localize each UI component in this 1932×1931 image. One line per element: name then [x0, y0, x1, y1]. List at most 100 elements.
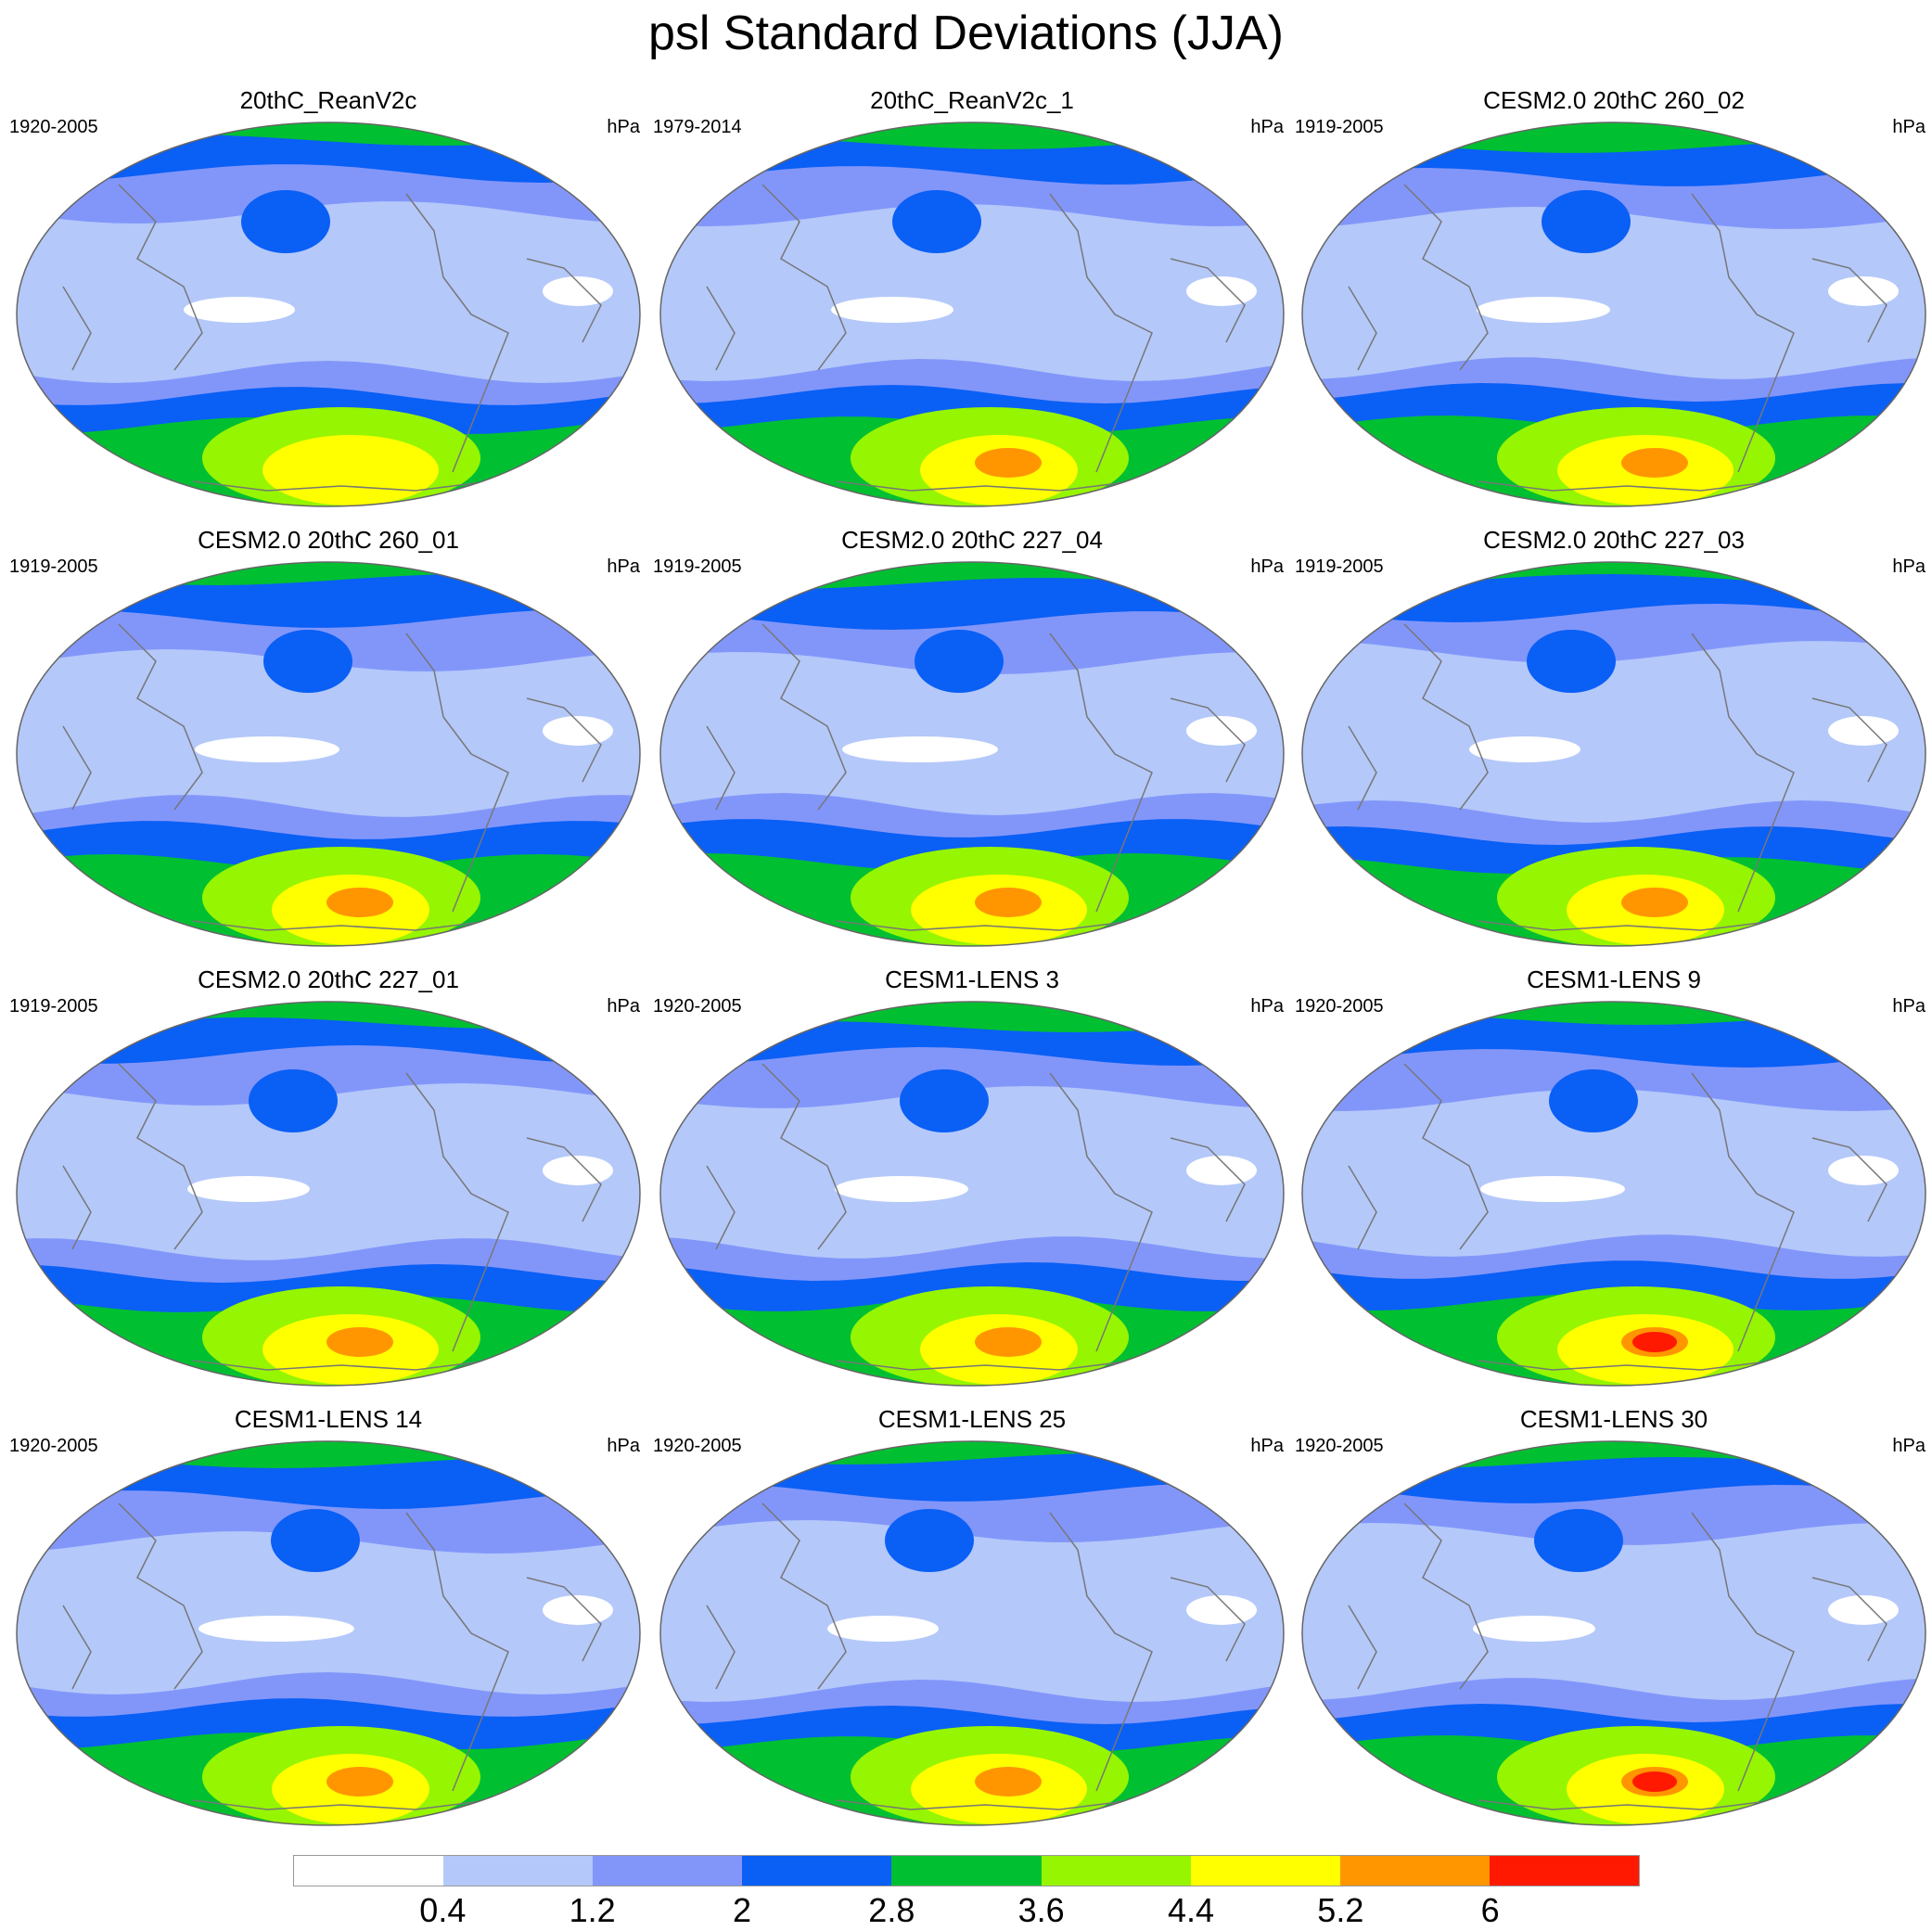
- shaded-field: [17, 562, 640, 946]
- panel-period: 1919-2005: [9, 556, 98, 577]
- field-tropical-min: [1828, 276, 1899, 306]
- panel-period: 1920-2005: [9, 1436, 98, 1456]
- field-tropical-min: [1186, 716, 1257, 746]
- panel-period: 1919-2005: [1295, 556, 1384, 577]
- map-boundary: [659, 121, 1285, 507]
- panel-units: hPa: [1250, 1436, 1284, 1456]
- panel-title: CESM1-LENS 3: [885, 966, 1059, 993]
- map-panel: CESM2.0 20thC 227_03 1919-2005 hPa: [1293, 526, 1932, 962]
- map-plot: [659, 561, 1285, 947]
- panel-units: hPa: [1250, 117, 1284, 137]
- coastline: [1348, 1165, 1377, 1250]
- panel-title: CESM1-LENS 25: [877, 1405, 1067, 1433]
- colorbar-box: [1190, 1856, 1340, 1886]
- panel-title: CESM2.0 20thC 227_01: [198, 966, 459, 993]
- map-panel: CESM1-LENS 30 1920-2005 hPa: [1293, 1405, 1932, 1841]
- coastline: [405, 193, 509, 473]
- map-plot: [16, 561, 641, 947]
- colorbar-box: [891, 1856, 1042, 1886]
- coastline: [526, 1137, 602, 1222]
- colorbar-label: 6: [1480, 1891, 1500, 1929]
- field-tropical-min: [1828, 716, 1899, 746]
- map-boundary: [659, 1001, 1285, 1387]
- panel-units: hPa: [607, 117, 640, 137]
- coastline: [706, 1165, 736, 1250]
- coastline: [1348, 286, 1377, 371]
- field-tropical-min: [827, 1616, 939, 1642]
- field-tropical-min: [1186, 276, 1257, 306]
- coastline: [1811, 258, 1887, 343]
- coastline: [1170, 258, 1246, 343]
- coastline: [1049, 1072, 1153, 1352]
- map-panel: CESM2.0 20thC 260_01 1919-2005 hPa: [7, 526, 649, 962]
- field-tropical-min: [195, 736, 339, 762]
- coastline: [118, 623, 203, 811]
- coastlines: [62, 184, 602, 492]
- map-panel: CESM2.0 20thC 227_04 1919-2005 hPa: [651, 526, 1293, 962]
- panel-period: 1920-2005: [9, 117, 98, 137]
- map-panel: 20thC_ReanV2c 1920-2005 hPa: [7, 86, 649, 522]
- colorbar-box: [593, 1856, 743, 1886]
- coastline: [118, 1063, 203, 1250]
- coastline: [62, 286, 92, 371]
- field-tropical-min: [1473, 1616, 1595, 1642]
- coastline: [405, 1512, 509, 1792]
- map-boundary: [1301, 1440, 1926, 1826]
- coastline: [1049, 1512, 1153, 1792]
- map-plot: [16, 1440, 641, 1826]
- panel-title: CESM1-LENS 9: [1527, 966, 1701, 993]
- coastline: [1403, 1063, 1489, 1250]
- colorbar-label: 5.2: [1317, 1891, 1364, 1929]
- field-band-north-3.6: [1302, 122, 1926, 153]
- panel-period: 1920-2005: [1295, 996, 1384, 1017]
- shaded-field: [660, 1441, 1284, 1825]
- map-plot: [16, 121, 641, 507]
- map-plot: [1301, 1001, 1926, 1387]
- field-north-pacific-max: [1534, 1509, 1623, 1572]
- shaded-field: [17, 1002, 640, 1386]
- colorbar-label: 0.4: [419, 1891, 467, 1929]
- coastline: [1049, 633, 1153, 913]
- map-boundary: [1301, 121, 1926, 507]
- map-panel: 20thC_ReanV2c_1 1979-2014 hPa: [651, 86, 1293, 522]
- coastline: [1811, 1577, 1887, 1662]
- field-south-max-6: [326, 1327, 393, 1357]
- shaded-field: [17, 1441, 640, 1825]
- coastlines: [1348, 623, 1887, 931]
- coastlines: [1348, 1503, 1887, 1810]
- figure-title: psl Standard Deviations (JJA): [648, 6, 1284, 60]
- colorbar-label: 3.6: [1017, 1891, 1065, 1929]
- panel-units: hPa: [1892, 556, 1926, 577]
- colorbar-box: [742, 1856, 892, 1886]
- field-south-max-6: [975, 1767, 1042, 1797]
- panel-title: CESM1-LENS 30: [1519, 1405, 1708, 1433]
- coastline: [1691, 1072, 1795, 1352]
- coastline: [761, 1063, 847, 1250]
- map-boundary: [16, 561, 641, 947]
- coastlines: [706, 1503, 1246, 1810]
- map-plot: [659, 1440, 1285, 1826]
- panel-title: CESM2.0 20thC 260_01: [198, 526, 459, 554]
- colorbar-label: 2: [732, 1891, 752, 1929]
- coastline: [836, 920, 1134, 931]
- panel-title: CESM2.0 20thC 227_03: [1483, 526, 1745, 554]
- coastline: [1691, 1512, 1795, 1792]
- colorbar-box: [294, 1856, 444, 1886]
- colorbar-box: [1489, 1856, 1639, 1886]
- map-plot: [659, 1001, 1285, 1387]
- coastline: [1478, 1799, 1776, 1810]
- colorbar-label: 1.2: [569, 1891, 616, 1929]
- coastlines: [1348, 184, 1887, 492]
- colorbar-box: [1041, 1856, 1191, 1886]
- coastline: [405, 1072, 509, 1352]
- coastlines: [62, 623, 602, 931]
- map-panel: CESM1-LENS 9 1920-2005 hPa: [1293, 966, 1932, 1401]
- panel-period: 1979-2014: [653, 117, 742, 137]
- field-tropical-min: [1828, 1156, 1899, 1185]
- coastline: [526, 697, 602, 783]
- panel-units: hPa: [1892, 1436, 1926, 1456]
- panel-period: 1919-2005: [653, 556, 742, 577]
- field-tropical-min: [842, 736, 998, 762]
- coastlines: [62, 1503, 602, 1810]
- map-panel: CESM1-LENS 14 1920-2005 hPa: [7, 1405, 649, 1841]
